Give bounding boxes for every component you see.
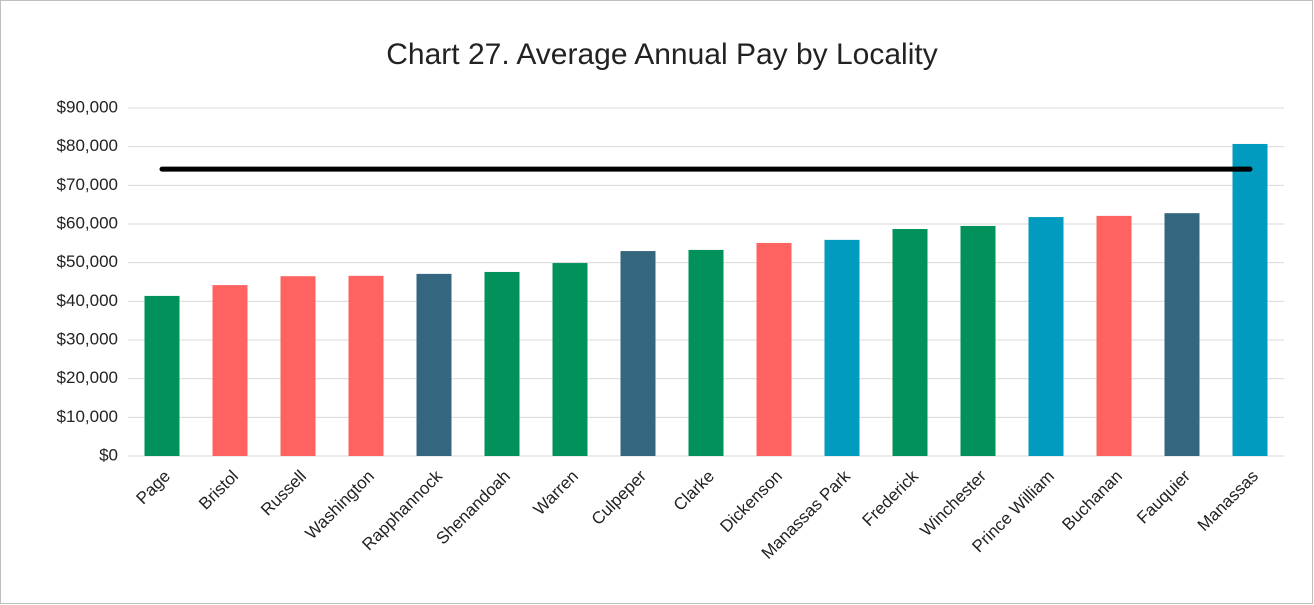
- y-tick-label: $30,000: [57, 329, 118, 348]
- bar: [620, 251, 656, 456]
- y-tick-label: $50,000: [57, 252, 118, 271]
- bar: [756, 242, 792, 456]
- y-tick-label: $90,000: [57, 97, 118, 116]
- y-tick-label: $80,000: [57, 136, 118, 155]
- y-tick-label: $40,000: [57, 291, 118, 310]
- bar: [960, 225, 996, 456]
- chart-title: Chart 27. Average Annual Pay by Locality: [386, 38, 937, 71]
- y-tick-label: $20,000: [57, 368, 118, 387]
- bar: [212, 285, 248, 456]
- y-tick-label: $60,000: [57, 213, 118, 232]
- y-tick-label: $0: [99, 445, 118, 464]
- bar: [484, 271, 520, 456]
- bar: [1232, 143, 1268, 456]
- bar: [348, 275, 384, 456]
- bar: [552, 263, 588, 456]
- bar: [892, 229, 928, 456]
- bar: [1028, 217, 1064, 456]
- bar: [416, 273, 452, 456]
- bar: [1096, 215, 1132, 456]
- bar: [280, 276, 316, 456]
- bar: [824, 239, 860, 456]
- y-tick-label: $10,000: [57, 407, 118, 426]
- y-tick-label: $70,000: [57, 175, 118, 194]
- bar: [1164, 213, 1200, 456]
- bar: [144, 295, 180, 456]
- bar: [688, 249, 724, 456]
